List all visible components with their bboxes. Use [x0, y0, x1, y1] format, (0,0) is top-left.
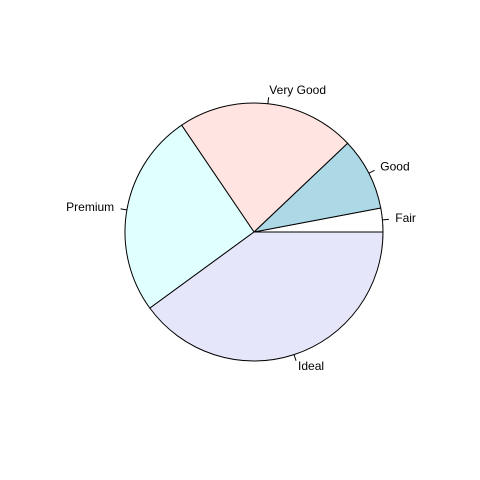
- pie-slice-premium: [124, 124, 255, 309]
- pie-tick-premium: [120, 208, 127, 211]
- pie-slice-ideal: [149, 231, 384, 362]
- pie-tick-very-good: [267, 97, 270, 104]
- pie-labels: Fair Good Very Good Premium Ideal: [66, 83, 416, 373]
- pie-label-ideal: Ideal: [298, 359, 324, 373]
- pie-label-premium: Premium: [66, 200, 114, 214]
- pie-tick-ideal: [293, 354, 297, 361]
- pie-slices: [124, 102, 384, 362]
- pie-label-very-good: Very Good: [269, 83, 326, 97]
- pie-slice-very-good: [180, 102, 349, 233]
- pie-label-good: Good: [380, 159, 409, 173]
- pie-tick-fair: [382, 218, 389, 221]
- pie-label-fair: Fair: [395, 211, 416, 225]
- pie-tick-good: [368, 169, 375, 174]
